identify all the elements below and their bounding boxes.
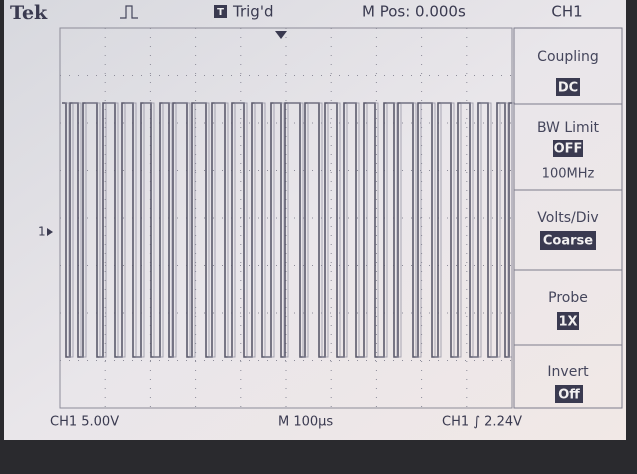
trig-icon-letter: T xyxy=(217,7,224,18)
time-scale: M 100µs xyxy=(278,415,333,430)
trigger-level: CH1 ∫ 2.24V xyxy=(442,415,522,430)
menu-value: Coarse xyxy=(543,234,593,249)
position: M Pos: 0.000s xyxy=(362,3,466,21)
ch-marker: 1 xyxy=(38,225,46,239)
menu-label[interactable]: Probe xyxy=(548,290,588,306)
scope-screen: Tek T Trig'd M Pos: 0.000s CH1 1 Couplin… xyxy=(0,0,637,470)
menu-label[interactable]: Invert xyxy=(547,364,589,380)
menu-label[interactable]: Volts/Div xyxy=(537,210,598,226)
menu-value: Off xyxy=(558,388,580,403)
menu-label[interactable]: Coupling xyxy=(537,49,599,65)
menu-label[interactable]: BW Limit xyxy=(537,120,600,136)
brand: Tek xyxy=(10,2,48,24)
trigger-status: Trig'd xyxy=(232,3,273,21)
channel: CH1 xyxy=(551,3,582,21)
menu-value: DC xyxy=(558,81,578,96)
menu-sub: 100MHz xyxy=(542,167,595,182)
menu-value: 1X xyxy=(558,315,577,330)
ch-scale: CH1 5.00V xyxy=(50,415,119,430)
menu-value: OFF xyxy=(554,142,583,157)
